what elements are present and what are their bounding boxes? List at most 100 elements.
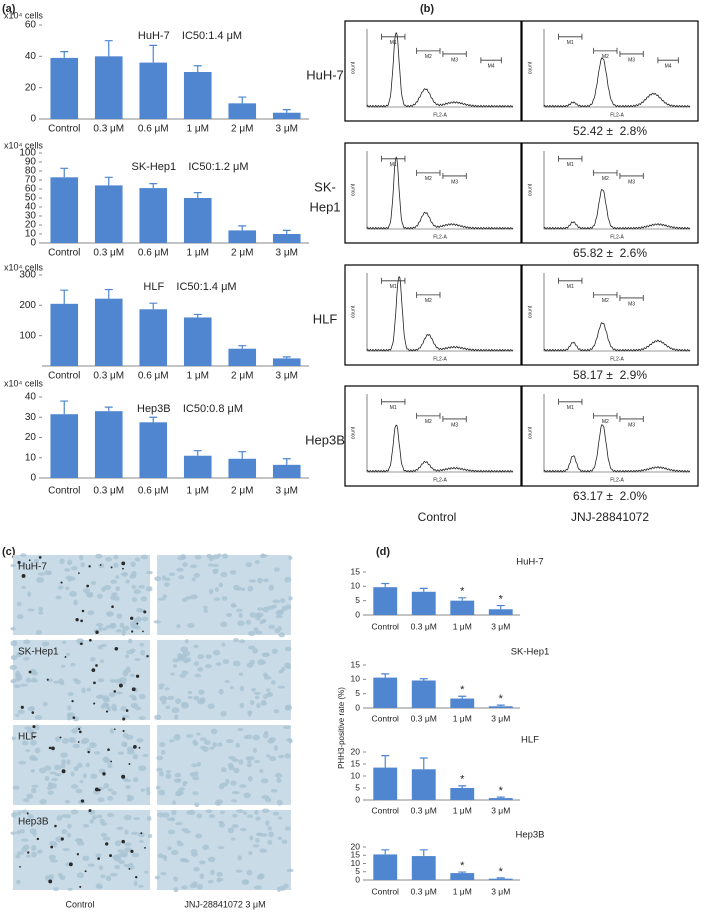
cell [85,762,90,768]
cell [66,717,72,721]
x-axis-label: FL2-A [610,477,624,483]
cell [231,790,240,795]
cell [26,728,35,734]
cell [56,815,63,821]
cell [93,789,100,795]
cell [125,734,134,740]
cell [257,577,263,584]
gate-label: M3 [628,301,635,307]
stained-nucleus [95,630,99,634]
cell [269,737,276,743]
histogram-trace [366,31,514,108]
x-tick-label: 1 μM [453,886,472,896]
stained-nucleus [19,865,21,868]
gate-marker [381,33,406,40]
stained-nucleus [88,565,91,568]
cell [31,677,37,683]
cell [179,857,188,863]
cell [123,842,132,847]
cell [230,780,237,786]
cell [102,756,110,762]
cell [277,685,286,689]
x-tick-label: 1 μM [453,621,472,631]
stained-nucleus [20,705,24,709]
cell [257,659,265,666]
cell [255,816,261,821]
cell [281,666,286,672]
stained-nucleus [28,670,32,674]
error-bar [381,755,390,768]
cell [146,790,151,796]
bar [183,455,212,478]
cell [72,678,79,682]
gate-label: M2 [602,176,609,182]
cell [166,817,173,821]
cell [217,742,223,747]
gate-label: M2 [602,298,609,304]
cell [194,673,202,678]
cell [243,792,252,799]
histogram-axes [366,151,513,230]
cell [220,711,227,717]
cell [214,800,222,806]
gate-label: M3 [628,179,635,185]
stained-nucleus [102,772,106,776]
x-tick-label: 3 μM [491,886,510,896]
cell [259,769,264,774]
cell [21,740,29,746]
cell [90,773,98,779]
histogram-axes [543,273,690,352]
cell [256,612,264,618]
cell [273,567,280,572]
cell [177,842,184,847]
cell [161,854,167,859]
cell [245,562,252,568]
cell [231,604,236,608]
cell [125,579,130,584]
cell [99,659,105,663]
cell [171,707,180,714]
bar [183,317,212,366]
cell [191,577,196,582]
cell [275,614,284,619]
gate-marker [416,47,441,54]
cell [116,826,124,831]
stained-nucleus [105,710,109,713]
cell [15,670,21,677]
gate-label: M1 [567,405,574,411]
x-tick-label: 0.3 μM [411,621,437,631]
cell [271,680,276,685]
cell [102,836,111,841]
cell [182,562,188,567]
y-axis-label: count [527,61,533,74]
y-tick-label: 40 [25,202,37,213]
cell [156,767,163,772]
stained-nucleus [135,674,140,678]
cell [48,854,56,861]
cell [118,860,126,865]
cell [115,628,122,633]
cell [138,716,146,720]
stained-nucleus [111,605,114,609]
y-tick-label: 0 [355,609,360,619]
cell [247,775,253,782]
cell [254,759,260,764]
cell [208,563,213,567]
cell [145,586,153,592]
stained-nucleus [121,774,126,779]
cell [249,835,254,841]
cell [217,845,225,850]
cell [190,849,198,854]
cell [167,829,176,835]
gate-label: M3 [628,422,635,428]
cell [81,737,90,744]
cell [82,588,91,593]
gate-label: M4 [488,64,495,70]
gate-marker [558,155,583,162]
cell [227,827,235,834]
cell [115,691,123,695]
cell [165,773,172,779]
cell [217,877,224,882]
stained-nucleus [114,647,119,651]
gate-marker [381,277,406,284]
